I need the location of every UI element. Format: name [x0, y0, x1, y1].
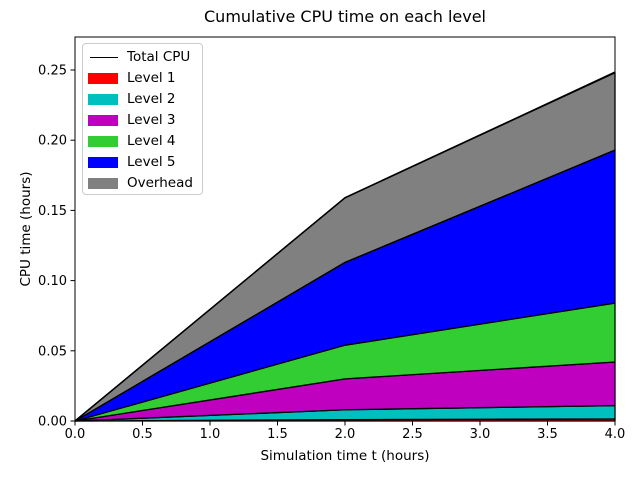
legend-swatch-level-2: [88, 94, 118, 105]
legend-swatch-overhead: [88, 178, 118, 189]
x-tick-label: 1.5: [267, 427, 288, 442]
legend-swatch-level-1: [88, 73, 118, 84]
legend-item: Level 1: [83, 68, 202, 89]
y-tick-label: 0.20: [38, 134, 67, 149]
legend-label: Overhead: [127, 175, 193, 191]
legend-label: Level 4: [127, 133, 176, 149]
x-tick-label: 0.5: [132, 427, 153, 442]
legend-label: Total CPU: [127, 49, 191, 65]
legend-label: Level 2: [127, 91, 176, 107]
legend-swatch-level-3: [88, 115, 118, 126]
y-tick-label: 0.00: [38, 415, 67, 430]
x-axis-label: Simulation time t (hours): [260, 448, 430, 464]
x-tick-label: 1.0: [200, 427, 221, 442]
x-tick-label: 2.5: [402, 427, 423, 442]
y-axis-label: CPU time (hours): [18, 171, 34, 287]
y-tick-label: 0.10: [38, 274, 67, 289]
legend-item: Level 3: [83, 110, 202, 131]
legend-item: Total CPU: [83, 47, 202, 68]
legend-label: Level 1: [127, 70, 176, 86]
x-tick-label: 3.5: [537, 427, 558, 442]
x-tick-label: 3.0: [470, 427, 491, 442]
legend: Total CPU Level 1 Level 2 Level 3 Level 4 Lev…: [82, 43, 203, 195]
total-cpu-line: [74, 71, 616, 422]
x-tick-label: 2.0: [335, 427, 356, 442]
legend-item: Level 5: [83, 152, 202, 173]
y-tick-label: 0.25: [38, 63, 67, 78]
legend-item: Level 2: [83, 89, 202, 110]
y-tick-label: 0.05: [38, 344, 67, 359]
legend-line-sample: [90, 57, 118, 58]
legend-swatch-level-5: [88, 157, 118, 168]
legend-swatch-level-4: [88, 136, 118, 147]
legend-label: Level 5: [127, 154, 176, 170]
chart-title: Cumulative CPU time on each level: [204, 7, 486, 26]
legend-label: Level 3: [127, 112, 176, 128]
x-tick-label: 4.0: [605, 427, 626, 442]
x-tick-label: 0.0: [65, 427, 86, 442]
legend-item: Overhead: [83, 173, 202, 194]
y-tick-label: 0.15: [38, 204, 67, 219]
legend-item: Level 4: [83, 131, 202, 152]
